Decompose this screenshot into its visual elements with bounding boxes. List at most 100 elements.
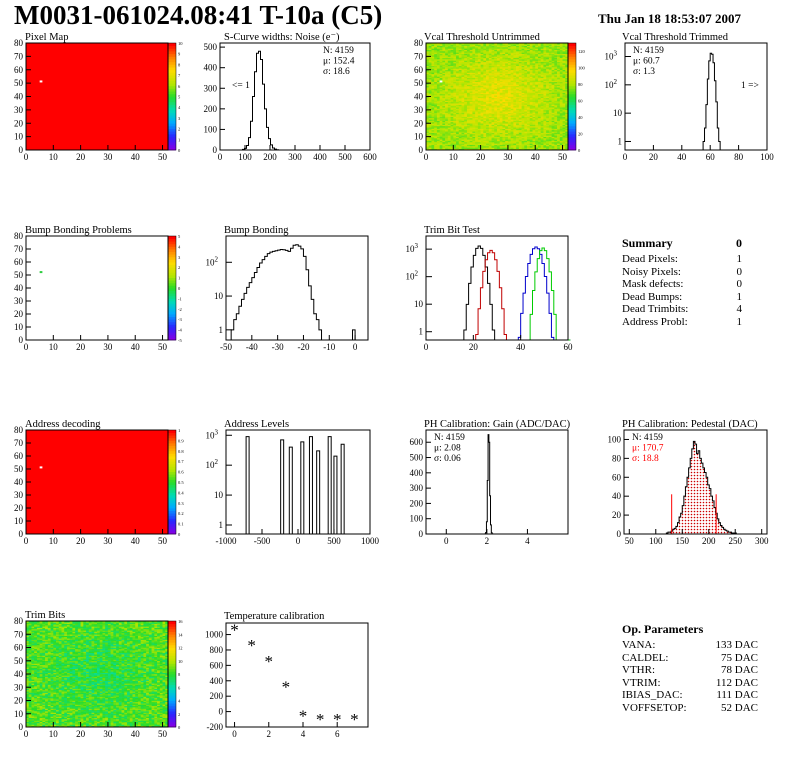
histogram-bin (687, 477, 689, 534)
heatmap-cell (450, 44, 454, 46)
heatmap-cell (565, 109, 569, 112)
heatmap-cell (546, 51, 550, 53)
palette-segment (168, 453, 176, 457)
palette-segment (568, 83, 576, 87)
y-tick-label: 103 (605, 50, 618, 62)
palette-label: 20 (578, 132, 583, 137)
heatmap-cell (426, 53, 430, 56)
heatmap-cell (535, 89, 539, 92)
heatmap-cell (450, 137, 454, 140)
heatmap-cell (505, 88, 509, 91)
heatmap-cell (26, 635, 30, 638)
heatmap-cell (543, 67, 547, 69)
heatmap-cell (488, 123, 492, 125)
heatmap-cell (475, 83, 479, 85)
heatmap-cell (565, 73, 569, 76)
heatmap-cell (431, 99, 435, 101)
heatmap-cell (540, 115, 544, 117)
heatmap-cell (486, 119, 490, 121)
x-tick-label: 20 (469, 342, 479, 352)
heatmap-cell (439, 87, 443, 89)
heatmap-cell (461, 115, 465, 117)
heatmap-cell (466, 104, 470, 107)
heatmap-cell (548, 72, 552, 75)
heatmap-cell (565, 84, 569, 87)
histogram-bin (489, 442, 490, 534)
heatmap-cell (537, 64, 541, 67)
heatmap-cell (480, 93, 484, 96)
x-tick-label: 40 (531, 152, 541, 162)
heatmap-cell (464, 116, 468, 119)
heatmap-cell (516, 108, 520, 111)
heatmap-cell (477, 133, 481, 136)
heatmap-cell (548, 109, 552, 112)
heatmap-cell (540, 44, 544, 46)
heatmap-cell (28, 646, 32, 648)
heatmap-cell (559, 57, 563, 60)
heatmap-cell (535, 148, 539, 151)
heatmap-cell (516, 55, 520, 57)
heatmap-cell (461, 80, 465, 83)
heatmap-cell (535, 60, 539, 63)
heatmap-cell (529, 80, 533, 83)
heatmap-cell (502, 97, 506, 100)
heatmap-cell (510, 101, 514, 104)
heatmap-cell (486, 140, 490, 143)
heatmap-cell (557, 115, 561, 117)
heatmap-cell (537, 69, 541, 72)
heatmap-cell (436, 141, 440, 144)
heatmap-cell (518, 132, 522, 135)
heatmap-cell (28, 685, 32, 688)
heatmap-cell (562, 143, 566, 145)
heatmap-cell (428, 92, 432, 95)
heatmap-cell (499, 144, 503, 147)
heatmap-cell (488, 147, 492, 149)
heatmap-cell (426, 141, 430, 144)
heatmap-cell (436, 80, 440, 83)
heatmap-cell (475, 49, 479, 52)
palette-segment (168, 479, 176, 483)
heatmap-cell (483, 85, 487, 88)
heatmap-bg (26, 43, 168, 150)
heatmap-cell (559, 125, 563, 128)
heatmap-cell (516, 51, 520, 53)
heatmap-cell (502, 55, 506, 57)
heatmap-cell (554, 91, 558, 93)
heatmap-cell (529, 115, 533, 117)
heatmap-cell (426, 47, 430, 49)
heatmap-cell (450, 69, 454, 72)
heatmap-cell (537, 128, 541, 131)
heatmap-cell (431, 132, 435, 135)
heatmap-cell (483, 47, 487, 49)
heatmap-cell (537, 119, 541, 121)
heatmap-cell (529, 101, 533, 104)
heatmap-cell (562, 55, 566, 57)
heatmap-cell (486, 79, 490, 81)
palette-segment (168, 311, 176, 315)
heatmap-cell (445, 97, 449, 100)
heatmap-cell (521, 76, 525, 79)
heatmap-cell (28, 724, 32, 726)
heatmap-cell (540, 120, 544, 123)
heatmap-cell (472, 56, 476, 59)
palette-segment (168, 133, 176, 138)
heatmap-cell (475, 148, 479, 151)
heatmap-cell (562, 76, 566, 79)
heatmap-cell (475, 140, 479, 143)
heatmap-cell (472, 141, 476, 144)
heatmap-cell (26, 720, 30, 722)
heatmap-cell (26, 723, 30, 725)
heatmap-cell (450, 48, 454, 50)
heatmap-cell (535, 145, 539, 148)
heatmap-cell (499, 63, 503, 65)
heatmap-cell (439, 105, 443, 108)
heatmap-cell (505, 112, 509, 115)
heatmap-cell (442, 75, 446, 77)
heatmap-cell (26, 696, 30, 699)
heatmap-cell (543, 109, 547, 112)
heatmap-cell (562, 125, 566, 128)
heatmap-cell (453, 145, 457, 148)
heatmap-cell (26, 683, 30, 685)
heatmap-cell (532, 87, 536, 89)
heatmap-cell (551, 83, 555, 85)
